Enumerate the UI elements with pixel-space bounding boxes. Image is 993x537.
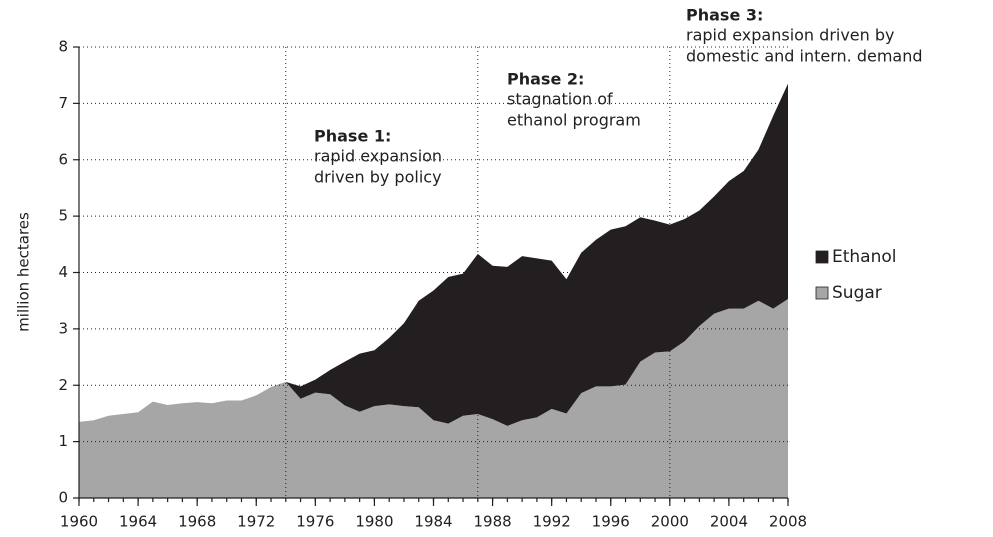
- x-tick-label: 1996: [592, 513, 630, 531]
- x-tick-label: 1992: [533, 513, 571, 531]
- annotation-text: driven by policy: [314, 168, 442, 187]
- y-tick-label: 3: [58, 319, 68, 337]
- x-tick-label: 1988: [473, 513, 511, 531]
- annotation-text: rapid expansion: [314, 147, 442, 166]
- legend-swatch: [815, 250, 829, 264]
- area: [79, 83, 788, 426]
- annotation-text: stagnation of: [507, 90, 613, 109]
- x-tick-label: 2008: [769, 513, 807, 531]
- annotation-text: domestic and intern. demand: [686, 47, 923, 66]
- x-tick-label: 2000: [651, 513, 689, 531]
- y-tick-label: 5: [58, 207, 68, 225]
- y-tick-label: 0: [58, 489, 68, 507]
- area: [79, 298, 788, 498]
- y-tick-label: 1: [58, 432, 68, 450]
- y-tick-label: 2: [58, 376, 68, 394]
- x-tick-label: 1976: [296, 513, 334, 531]
- legend-label: Ethanol: [832, 247, 897, 267]
- x-tick-label: 1964: [119, 513, 157, 531]
- x-tick-label: 1980: [355, 513, 393, 531]
- x-tick-label: 1968: [178, 513, 216, 531]
- annotation-title: Phase 2:: [507, 70, 584, 89]
- legend-swatch: [815, 286, 829, 300]
- legend-label: Sugar: [832, 283, 882, 303]
- x-tick-label: 1960: [60, 513, 98, 531]
- y-tick-label: 7: [58, 94, 68, 112]
- annotation-text: ethanol program: [507, 111, 641, 130]
- annotation-text: rapid expansion driven by: [686, 26, 895, 45]
- y-tick-label: 4: [58, 263, 68, 281]
- annotation-title: Phase 1:: [314, 127, 391, 146]
- x-tick-label: 1972: [237, 513, 275, 531]
- y-tick-label: 6: [58, 150, 68, 168]
- y-axis-label: million hectares: [15, 212, 33, 332]
- y-tick-label: 8: [58, 38, 68, 56]
- annotation-title: Phase 3:: [686, 6, 763, 25]
- x-tick-label: 2004: [710, 513, 748, 531]
- x-tick-label: 1984: [414, 513, 452, 531]
